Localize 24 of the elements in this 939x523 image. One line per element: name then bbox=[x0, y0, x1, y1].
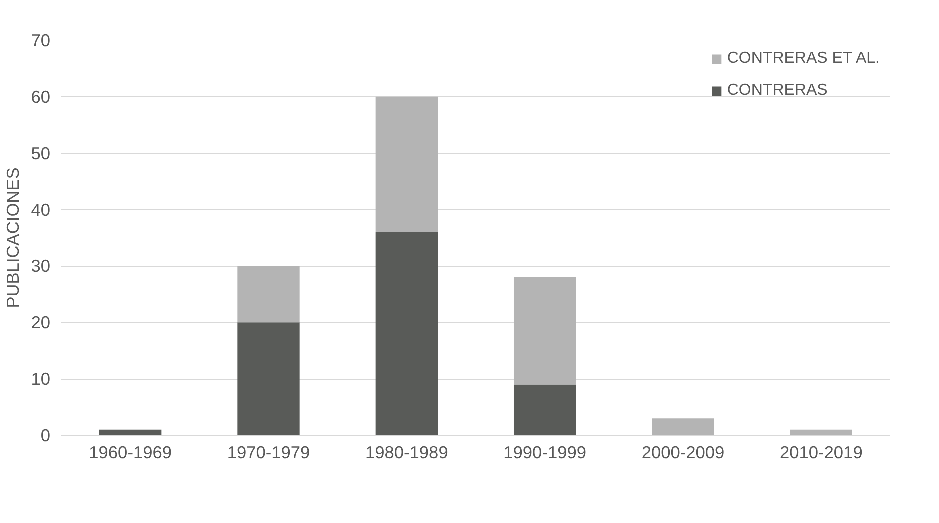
bar bbox=[376, 232, 438, 436]
y-tick-label: 60 bbox=[31, 86, 51, 107]
bar bbox=[238, 266, 300, 323]
x-tick-label: 1960-1969 bbox=[89, 442, 172, 462]
y-tick-label: 40 bbox=[31, 200, 51, 220]
y-tick-label: 50 bbox=[31, 143, 51, 164]
x-tick-label: 2010-2019 bbox=[780, 442, 863, 462]
bar bbox=[514, 384, 576, 436]
y-tick-label: 10 bbox=[31, 369, 51, 390]
x-tick-label: 1970-1979 bbox=[227, 442, 310, 462]
y-axis-title: PUBLICACIONES bbox=[3, 168, 24, 308]
bar bbox=[514, 278, 576, 385]
x-tick-label: 2000-2009 bbox=[642, 442, 725, 462]
legend-label: CONTRERAS bbox=[727, 82, 828, 100]
bar bbox=[376, 96, 438, 232]
legend-label: CONTRERAS ET AL. bbox=[727, 50, 880, 68]
x-tick-label: 1980-1989 bbox=[365, 442, 448, 462]
bar bbox=[652, 418, 714, 436]
y-tick-label: 20 bbox=[31, 312, 51, 333]
y-tick-label: 30 bbox=[31, 256, 51, 276]
y-tick-label: 0 bbox=[40, 426, 51, 446]
x-tick-label: 1990-1999 bbox=[504, 442, 587, 462]
bar bbox=[238, 322, 300, 436]
y-tick-label: 70 bbox=[31, 30, 51, 50]
